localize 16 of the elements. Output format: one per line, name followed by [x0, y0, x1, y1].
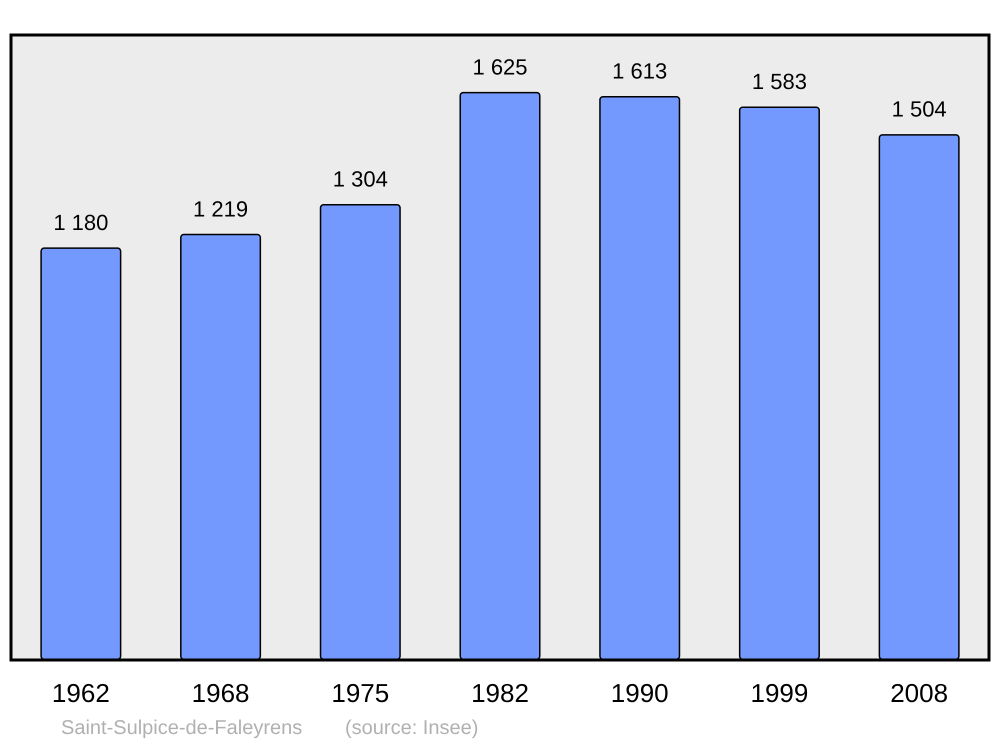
x-tick-label: 1990: [610, 678, 669, 708]
text: (source: Insee): [345, 717, 478, 739]
x-tick-label: 1962: [52, 678, 110, 708]
x-tick-label: 1982: [471, 678, 529, 708]
data-label: 1 180: [53, 210, 108, 235]
x-tick-label: 1975: [331, 678, 390, 708]
x-tick-label: 2008: [890, 678, 948, 708]
data-label: 1 504: [892, 96, 947, 122]
data-label: 1 625: [472, 54, 528, 80]
data-label: 1 583: [752, 69, 807, 94]
text: Saint-Sulpice-de-Faleyrens: [61, 717, 302, 739]
data-label: 1 219: [193, 196, 248, 222]
data-label: 1 613: [612, 58, 668, 84]
x-tick-label: 1968: [192, 678, 250, 708]
data-label: 1 304: [332, 166, 388, 192]
x-tick-label: 1999: [750, 678, 808, 708]
